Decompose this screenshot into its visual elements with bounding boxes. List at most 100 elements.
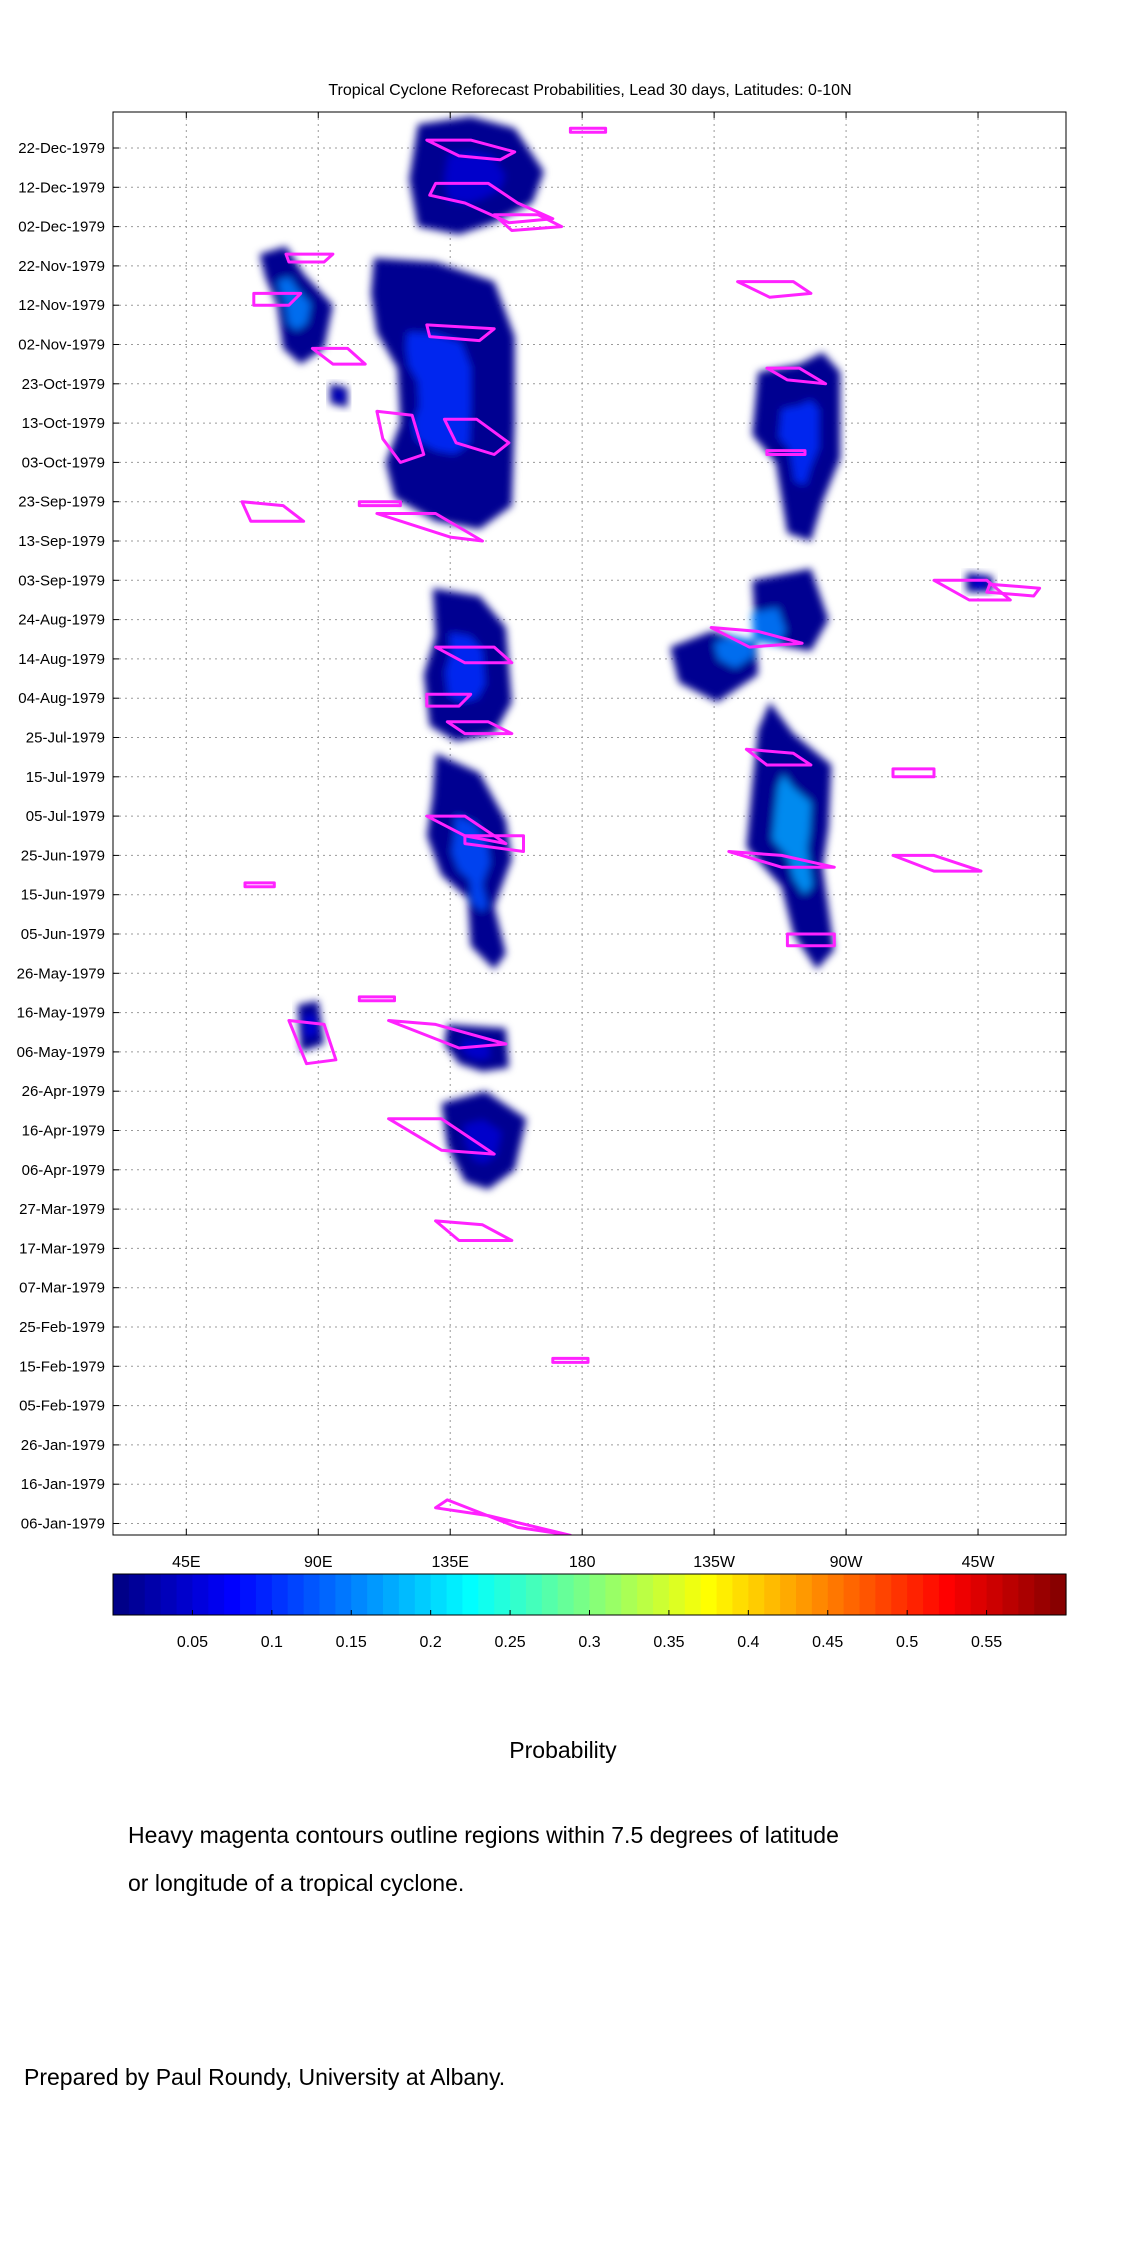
colorbar-tick-label: 0.5 xyxy=(896,1634,918,1651)
y-tick-label: 24-Aug-1979 xyxy=(18,612,105,629)
probability-region-core xyxy=(714,607,786,668)
colorbar-tick-label: 0.05 xyxy=(177,1634,208,1651)
colorbar-swatch xyxy=(557,1574,575,1615)
probability-region-core xyxy=(461,1038,490,1060)
colorbar-swatch xyxy=(573,1574,591,1615)
y-tick-label: 26-Jan-1979 xyxy=(21,1437,105,1454)
probability-region-west-pacific-aug xyxy=(423,588,512,742)
y-tick-label: 25-Jun-1979 xyxy=(21,847,105,864)
tc-contour-tc-jul-1 xyxy=(744,747,813,767)
colorbar-swatch xyxy=(700,1574,718,1615)
tc-contour-tc-jun-1 xyxy=(425,814,508,846)
y-tick-label: 05-Feb-1979 xyxy=(19,1398,105,1415)
colorbar-label: Probability xyxy=(509,1737,617,1763)
probability-region-core xyxy=(277,277,311,331)
colorbar-swatch xyxy=(224,1574,241,1615)
colorbar-swatch xyxy=(589,1574,606,1615)
colorbar-swatch xyxy=(764,1574,781,1615)
colorbar-swatch xyxy=(510,1574,527,1615)
colorbar-swatch xyxy=(287,1574,305,1615)
colorbar-swatch xyxy=(160,1574,178,1615)
tc-contour-tc-aug-3 xyxy=(445,720,514,736)
tc-contour-tc-nov-5 xyxy=(736,280,813,299)
tc-contour-tc-may-2 xyxy=(287,1019,338,1066)
colorbar-swatch xyxy=(303,1574,321,1615)
probability-region-core xyxy=(444,150,506,204)
tc-contour-tc-jul-2 xyxy=(891,767,936,779)
colorbar-swatch xyxy=(1018,1574,1035,1615)
probability-region-core xyxy=(334,390,343,401)
chart-title: Tropical Cyclone Reforecast Probabilitie… xyxy=(328,82,851,99)
y-tick-label: 06-Jan-1979 xyxy=(21,1516,105,1533)
y-tick-label: 03-Sep-1979 xyxy=(18,572,105,589)
colorbar: 0.05 0.1 0.15 0.2 0.25 0.3 0.35 0.4 0.45 0.5 0.55 xyxy=(112,1573,1067,1651)
y-tick-label: 22-Dec-1979 xyxy=(18,140,105,157)
colorbar-swatch xyxy=(875,1574,892,1615)
tc-contour-tc-sep-3 xyxy=(375,512,484,543)
colorbar-swatch xyxy=(446,1574,464,1615)
tc-contour-tc-jun-4 xyxy=(891,853,983,873)
tc-contour-tc-jun-3 xyxy=(727,850,836,869)
colorbar-tick-label: 0.15 xyxy=(336,1634,367,1651)
probability-region-core xyxy=(304,1014,317,1038)
y-tick-label: 16-Jan-1979 xyxy=(21,1476,105,1493)
probability-region-east-pacific-aug xyxy=(670,568,829,703)
credit-line: Prepared by Paul Roundy, University at A… xyxy=(24,2064,506,2090)
colorbar-swatch xyxy=(462,1574,479,1615)
colorbar-swatch xyxy=(827,1574,845,1615)
y-tick-label: 15-Jul-1979 xyxy=(26,769,105,786)
y-tick-label: 26-Apr-1979 xyxy=(22,1083,105,1100)
probability-region-core xyxy=(406,332,471,454)
y-tick-label: 05-Jun-1979 xyxy=(21,926,105,943)
colorbar-tick-label: 0.55 xyxy=(971,1634,1002,1651)
tc-contour-tc-aug-1 xyxy=(434,645,514,665)
x-tick-label: 135E xyxy=(432,1554,469,1571)
tc-contour-tc-nov-3 xyxy=(310,346,367,366)
probability-region-west-pacific-dec xyxy=(409,116,544,235)
colorbar-swatch xyxy=(1002,1574,1019,1615)
tc-contour-tc-may-1 xyxy=(357,995,396,1003)
tc-contour-tc-nov-4 xyxy=(425,323,496,343)
colorbar-swatch xyxy=(605,1574,622,1615)
y-tick-label: 15-Feb-1979 xyxy=(19,1358,105,1375)
colorbar-swatch xyxy=(255,1574,273,1615)
colorbar-swatch xyxy=(335,1574,352,1615)
tc-contour-tc-oct-3 xyxy=(765,366,828,386)
plot-area xyxy=(113,112,1066,1535)
tc-contour-tc-oct-4 xyxy=(765,449,807,456)
tc-contour-tc-jun-6 xyxy=(785,932,836,948)
tc-contour-tc-dec-3 xyxy=(492,213,564,232)
probability-region-east-pacific-oct xyxy=(752,352,841,541)
colorbar-swatch xyxy=(430,1574,448,1615)
colorbar-tick-label: 0.4 xyxy=(737,1634,759,1651)
colorbar-swatch xyxy=(1034,1574,1051,1615)
tc-contour-tc-dec-2 xyxy=(428,181,555,225)
colorbar-swatch xyxy=(208,1574,225,1615)
y-tick-label: 16-Apr-1979 xyxy=(22,1123,105,1140)
colorbar-tick-label: 0.2 xyxy=(420,1634,442,1651)
tc-contour-tc-aug-4 xyxy=(709,626,804,649)
y-tick-label: 04-Aug-1979 xyxy=(18,690,105,707)
x-axis-ticks: 45E 90E 135E 180 135W 90W 45W xyxy=(172,112,995,1571)
colorbar-swatch xyxy=(859,1574,876,1615)
colorbar-swatch xyxy=(811,1574,829,1615)
tc-contour-tc-sep-5 xyxy=(985,582,1042,598)
colorbar-swatch xyxy=(113,1574,130,1615)
colorbar-swatch xyxy=(668,1574,686,1615)
y-tick-label: 22-Nov-1979 xyxy=(18,258,105,275)
tc-contour-tc-jun-5 xyxy=(243,881,276,889)
colorbar-swatch xyxy=(128,1574,146,1615)
colorbar-tick-label: 0.35 xyxy=(653,1634,684,1651)
colorbar-tick-label: 0.25 xyxy=(495,1634,526,1651)
colorbar-swatch xyxy=(271,1574,289,1615)
probability-region-east-pacific-jul xyxy=(746,702,835,970)
y-tick-label: 14-Aug-1979 xyxy=(18,651,105,668)
y-tick-label: 05-Jul-1979 xyxy=(26,808,105,825)
colorbar-swatch xyxy=(970,1574,988,1615)
colorbar-swatch xyxy=(192,1574,209,1615)
contour-note-line-1: Heavy magenta contours outline regions w… xyxy=(128,1822,839,1848)
colorbar-swatch xyxy=(176,1574,194,1615)
colorbar-swatch xyxy=(383,1574,400,1615)
x-tick-label: 90W xyxy=(830,1554,864,1571)
